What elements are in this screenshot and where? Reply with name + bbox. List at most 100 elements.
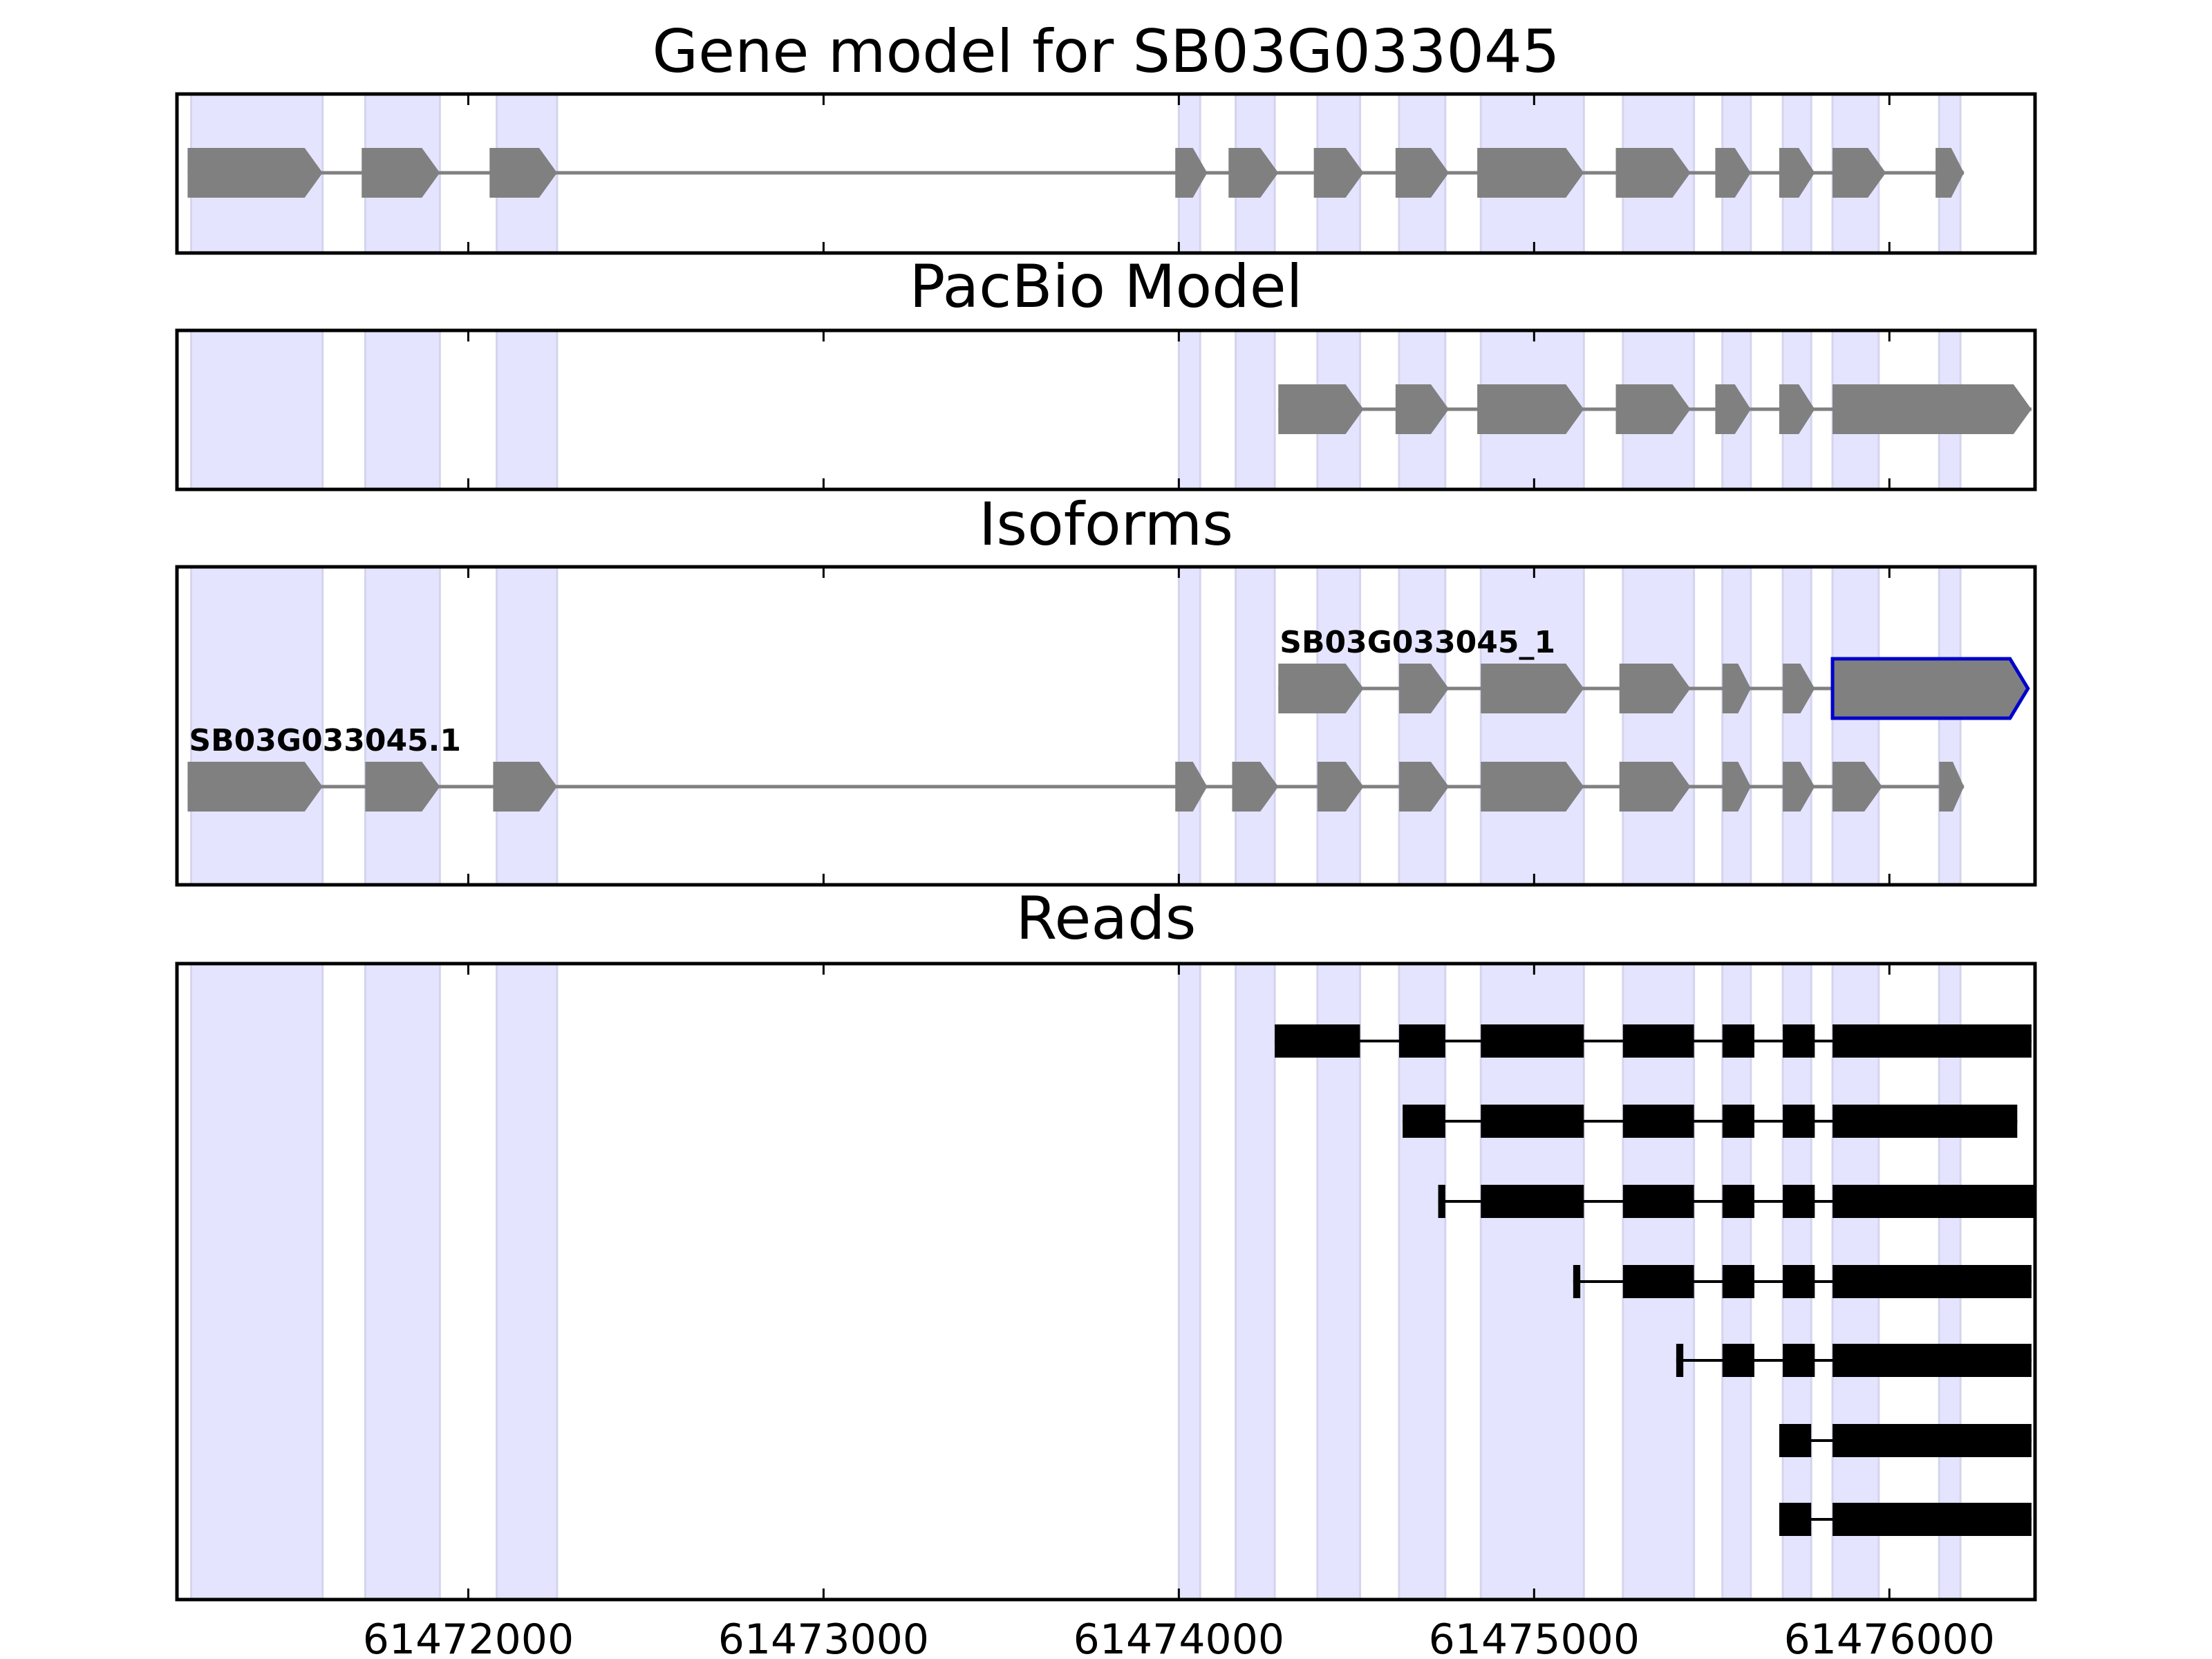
highlight-band <box>1316 565 1361 886</box>
panel-title: PacBio Model <box>909 252 1302 321</box>
panel-frame <box>175 92 2037 255</box>
highlight-band <box>1235 565 1276 886</box>
highlight-band <box>1177 962 1201 1601</box>
x-tick-label: 61475000 <box>1429 1615 1640 1659</box>
highlight-band <box>1831 565 1880 886</box>
exon <box>1936 148 1965 198</box>
panel-2: PacBio Model <box>175 252 2037 491</box>
highlight-band <box>1177 565 1201 886</box>
exon <box>1399 762 1449 812</box>
highlight-band <box>364 329 441 491</box>
read-block <box>1622 1265 1694 1298</box>
read-block <box>1676 1344 1684 1377</box>
isoform-label: SB03G033045_1 <box>1280 625 1555 660</box>
panel-3: Isoforms SB03G033045_1 SB03G033045.1 <box>175 490 2037 887</box>
selected-exon <box>1830 657 2030 720</box>
highlight-band <box>496 565 559 886</box>
read-block <box>1833 1185 2035 1218</box>
panel-1: Gene model for SB03G033045 <box>175 17 2037 255</box>
exon <box>1779 384 1815 434</box>
read-block <box>1722 1105 1754 1138</box>
read-block <box>1783 1024 1815 1058</box>
panels-layer: Gene model for SB03G033045 PacBio Model Is… <box>175 17 2037 1659</box>
x-tick-label: 61476000 <box>1784 1615 1995 1659</box>
exon <box>1615 384 1691 434</box>
highlight-band <box>1235 329 1276 491</box>
exon <box>1619 664 1691 713</box>
read-block <box>1783 1265 1815 1298</box>
read-block <box>1833 1265 2032 1298</box>
exon <box>1175 148 1208 198</box>
highlight-band <box>190 962 324 1601</box>
exon <box>1722 762 1751 812</box>
highlight-band <box>1721 565 1752 886</box>
read <box>1438 1185 2035 1218</box>
highlight-band <box>190 329 324 491</box>
exon <box>187 148 323 198</box>
read-block <box>1779 1503 1812 1536</box>
read-block <box>1783 1185 1815 1218</box>
exon <box>365 762 440 812</box>
exon <box>187 762 323 812</box>
isoform-label: SB03G033045.1 <box>189 723 461 758</box>
highlight-band <box>1177 329 1201 491</box>
highlight-band <box>1316 962 1361 1601</box>
read <box>1275 1024 2032 1058</box>
highlight-band <box>1398 565 1447 886</box>
panel-frame <box>175 328 2037 491</box>
exon <box>1278 384 1364 434</box>
read-block <box>1275 1024 1360 1058</box>
highlight-band <box>1235 962 1276 1601</box>
highlight-band <box>190 565 324 886</box>
exon <box>1395 384 1449 434</box>
panel-4: Reads <box>175 884 2037 1602</box>
highlight-band <box>1781 565 1812 886</box>
exon <box>1278 664 1364 713</box>
exon <box>362 148 440 198</box>
read-block <box>1622 1185 1694 1218</box>
exon <box>1481 664 1584 713</box>
exon <box>1779 148 1815 198</box>
panel-title: Isoforms <box>979 490 1233 559</box>
read-block <box>1779 1424 1812 1457</box>
read-block <box>1722 1024 1754 1058</box>
transcript <box>187 148 1965 198</box>
transcript: SB03G033045_1 <box>1278 625 2030 720</box>
highlight-band <box>364 962 441 1601</box>
read-block <box>1481 1185 1584 1218</box>
read <box>1779 1503 2032 1536</box>
exon <box>1481 762 1584 812</box>
read-block <box>1833 1024 2032 1058</box>
exon <box>1833 384 2032 434</box>
highlight-band <box>496 329 559 491</box>
read <box>1779 1424 2032 1457</box>
read-block <box>1399 1024 1445 1058</box>
x-tick-label: 61474000 <box>1074 1615 1284 1659</box>
panel-title: Gene model for SB03G033045 <box>653 17 1560 86</box>
exon <box>1722 664 1751 713</box>
read-block <box>1481 1024 1584 1058</box>
exon <box>1175 762 1208 812</box>
exon <box>1395 148 1449 198</box>
highlight-band <box>496 962 559 1601</box>
highlight-band <box>1479 565 1585 886</box>
exon <box>1619 762 1691 812</box>
read-block <box>1833 1105 2018 1138</box>
read <box>1403 1105 2018 1138</box>
transcript <box>1278 384 2032 434</box>
read-block <box>1622 1024 1694 1058</box>
exon <box>1477 384 1584 434</box>
transcript: SB03G033045.1 <box>187 723 1965 812</box>
exon <box>1313 148 1364 198</box>
read-block <box>1481 1105 1584 1138</box>
exon <box>1833 148 1886 198</box>
read-block <box>1573 1265 1581 1298</box>
exon <box>1232 762 1279 812</box>
highlight-band <box>1398 962 1447 1601</box>
panel-frame <box>175 565 2037 887</box>
read-block <box>1722 1185 1754 1218</box>
read <box>1676 1344 2032 1377</box>
read-block <box>1438 1185 1445 1218</box>
exon <box>493 762 557 812</box>
read-block <box>1833 1424 2032 1457</box>
